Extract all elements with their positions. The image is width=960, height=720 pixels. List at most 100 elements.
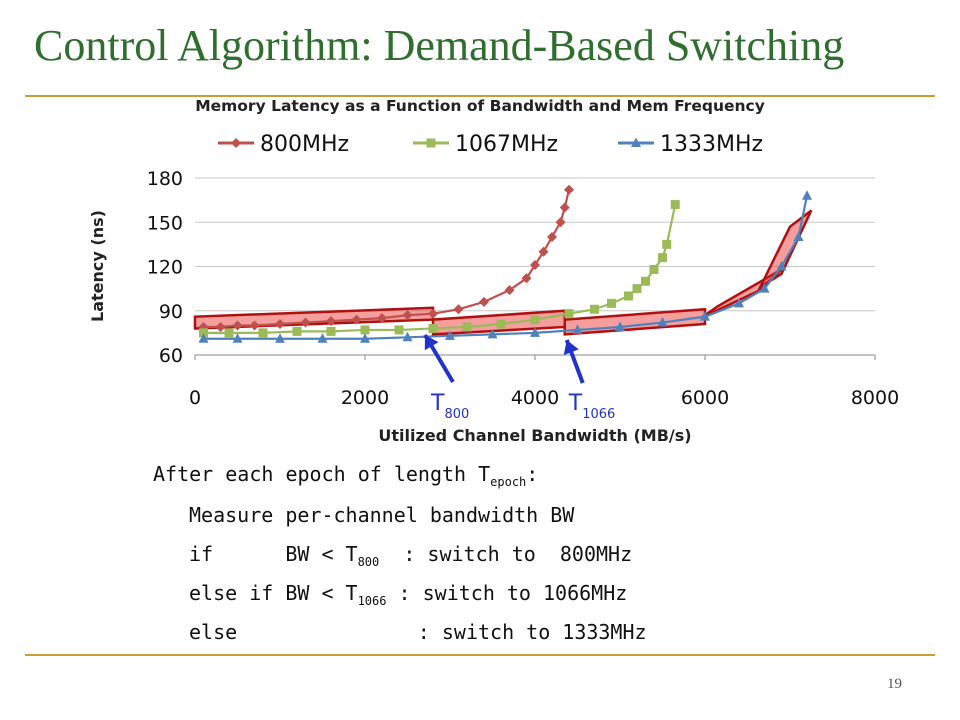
- data-point-1067MHz: [496, 319, 506, 329]
- operating-region-band: [563, 307, 707, 336]
- data-point-800MHz: [555, 217, 566, 228]
- legend-label-1333MHz: 1333MHz: [660, 132, 763, 157]
- legend-marker-1067MHz: [426, 138, 436, 148]
- t1066-label: T1066: [568, 391, 616, 422]
- data-point-800MHz: [351, 314, 362, 325]
- epoch-subscript: epoch: [490, 475, 527, 489]
- data-point-800MHz: [275, 319, 285, 330]
- y-tick-label: 150: [147, 212, 183, 234]
- algorithm-line-1-text: After each epoch of length T: [153, 462, 491, 486]
- algorithm-line-3-action: : switch to 800MHz: [379, 542, 633, 566]
- legend-label-1067MHz: 1067MHz: [455, 132, 558, 157]
- x-tick-label: 6000: [681, 387, 729, 409]
- data-point-1333MHz: [530, 327, 540, 337]
- data-point-1333MHz: [487, 328, 498, 339]
- data-point-1333MHz: [700, 311, 710, 321]
- chart-title: Memory Latency as a Function of Bandwidt…: [195, 97, 765, 115]
- data-point-800MHz: [521, 273, 532, 284]
- data-point-800MHz: [538, 246, 549, 257]
- data-point-800MHz: [559, 202, 570, 213]
- threshold-annotations: T800 T1066: [423, 333, 616, 422]
- chart-series: [198, 184, 812, 343]
- x-axis-label: Utilized Channel Bandwidth (MB/s): [378, 426, 691, 445]
- data-point-800MHz: [326, 316, 336, 327]
- data-point-800MHz: [232, 320, 243, 331]
- data-point-1067MHz: [632, 284, 642, 294]
- data-point-1333MHz: [734, 297, 744, 308]
- data-point-800MHz: [530, 260, 540, 271]
- data-point-800MHz: [428, 308, 438, 319]
- x-tick-label: 4000: [511, 387, 559, 409]
- algorithm-line-1-colon: :: [526, 462, 539, 486]
- data-point-1067MHz: [199, 328, 208, 338]
- top-divider: [25, 95, 935, 97]
- data-point-800MHz: [377, 313, 387, 324]
- data-point-1333MHz: [759, 283, 770, 293]
- data-point-800MHz: [300, 317, 311, 328]
- y-tick-label: 120: [147, 257, 183, 279]
- x-tick-label: 8000: [851, 387, 899, 409]
- data-point-1067MHz: [564, 309, 574, 319]
- data-point-1333MHz: [572, 324, 583, 334]
- y-tick-label: 60: [159, 345, 183, 367]
- slide-title: Control Algorithm: Demand-Based Switchin…: [34, 21, 845, 70]
- data-point-800MHz: [504, 285, 515, 296]
- legend-label-800MHz: 800MHz: [260, 132, 349, 157]
- data-point-1067MHz: [607, 298, 616, 308]
- data-point-1333MHz: [615, 321, 625, 331]
- t1066-subscript: 1066: [357, 594, 387, 608]
- data-point-1333MHz: [793, 231, 804, 241]
- legend-marker-1333MHz: [631, 137, 641, 147]
- data-point-1067MHz: [590, 304, 599, 314]
- legend-marker-800MHz: [231, 138, 241, 148]
- data-point-800MHz: [402, 310, 413, 321]
- data-point-1333MHz: [657, 317, 668, 327]
- x-tick-label: 2000: [341, 387, 389, 409]
- data-point-800MHz: [547, 232, 557, 242]
- algorithm-line-4-action: : switch to 1066MHz: [386, 581, 628, 605]
- chart-legend: 800MHz 1067MHz 1333MHz: [218, 132, 763, 157]
- data-point-1067MHz: [649, 264, 659, 274]
- x-tick-label: 0: [189, 387, 201, 409]
- page-number: 19: [887, 676, 902, 692]
- t1066-label-sub: 1066: [582, 407, 615, 422]
- data-point-1333MHz: [275, 333, 285, 343]
- data-point-1067MHz: [462, 322, 472, 332]
- t800-label: T800: [430, 391, 469, 422]
- data-point-1333MHz: [802, 190, 812, 200]
- data-point-1067MHz: [624, 291, 633, 301]
- algorithm-line-4: else if BW < T1066 : switch to 1066MHz: [189, 581, 627, 608]
- data-point-1067MHz: [292, 326, 302, 336]
- data-point-1067MHz: [641, 276, 650, 286]
- y-axis-label: Latency (ns): [88, 210, 107, 322]
- data-point-1067MHz: [530, 315, 540, 325]
- data-point-800MHz: [564, 184, 574, 195]
- data-point-800MHz: [249, 320, 260, 331]
- algorithm-line-2: Measure per-channel bandwidth BW: [189, 503, 575, 527]
- data-point-1067MHz: [394, 325, 404, 335]
- algorithm-line-1: After each epoch of length Tepoch:: [153, 462, 538, 489]
- y-tick-label: 90: [159, 301, 183, 323]
- series-line-800MHz: [203, 189, 571, 329]
- data-point-1333MHz: [360, 333, 370, 343]
- highlight-regions: [193, 209, 813, 336]
- series-line-1333MHz: [203, 195, 809, 340]
- data-point-1333MHz: [317, 333, 328, 343]
- data-point-1067MHz: [428, 323, 438, 333]
- t800-label-main: T: [430, 391, 445, 416]
- data-point-1333MHz: [198, 333, 209, 343]
- data-point-1067MHz: [662, 239, 672, 249]
- data-point-800MHz: [215, 321, 226, 332]
- operating-region-band: [757, 209, 813, 291]
- algorithm-line-3: if BW < T800 : switch to 800MHz: [189, 542, 632, 569]
- t1066-arrow-head: [563, 340, 579, 355]
- data-point-1067MHz: [224, 328, 234, 338]
- algorithm-line-3-text: if BW < T: [189, 542, 358, 566]
- data-point-1067MHz: [360, 325, 370, 335]
- chart-axes: 60 90 120 150 180 0 2000 4000 6000 8000: [147, 168, 899, 409]
- algorithm-line-5: else : switch to 1333MHz: [189, 620, 647, 644]
- bottom-divider: [25, 654, 935, 656]
- data-point-1067MHz: [326, 326, 336, 336]
- t800-arrow-head: [424, 335, 439, 351]
- data-point-1333MHz: [232, 333, 243, 343]
